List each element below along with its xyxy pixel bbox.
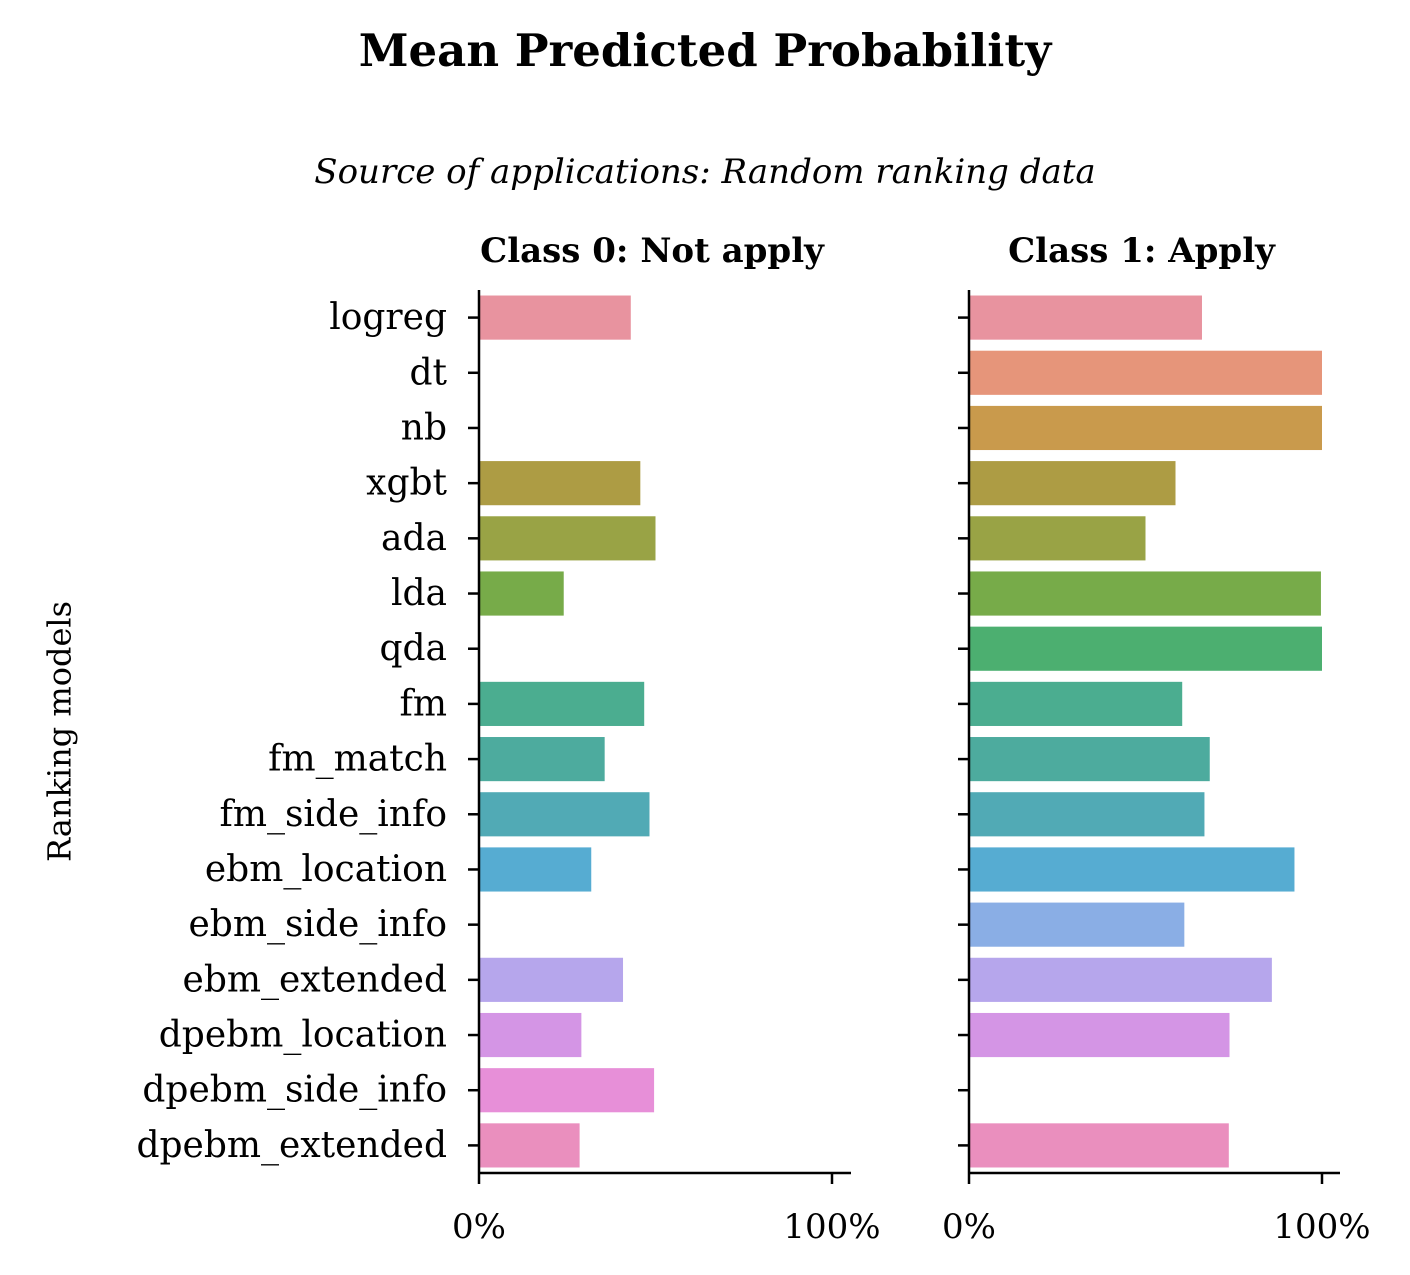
bar-fm-side-info	[479, 792, 650, 837]
x-tick-label-100: 100%	[1273, 1207, 1370, 1247]
category-label-fm-match: fm_match	[268, 739, 447, 780]
category-label-fm: fm	[400, 683, 447, 724]
chart-title: Mean Predicted Probability	[358, 24, 1052, 77]
panel-class-0: Class 0: Not apply 0% 100%	[452, 231, 881, 1247]
category-label-dpebm-side-info: dpebm_side_info	[142, 1070, 447, 1111]
bar-logreg	[479, 295, 631, 340]
bar-fm-match	[969, 737, 1210, 782]
bar-dpebm-location	[969, 1012, 1230, 1058]
bar-xgbt	[479, 461, 641, 506]
panel-class-1: Class 1: Apply 0% 100%	[942, 231, 1371, 1247]
category-label-xgbt: xgbt	[366, 463, 447, 504]
panel-title: Class 1: Apply	[1008, 231, 1276, 271]
bar-nb	[969, 405, 1322, 451]
bar-xgbt	[969, 461, 1176, 506]
bar-ebm-extended	[969, 957, 1272, 1002]
category-label-logreg: logreg	[329, 297, 447, 338]
bar-lda	[479, 571, 564, 616]
x-tick-label-0: 0%	[452, 1207, 506, 1247]
bar-fm-match	[479, 737, 605, 782]
bar-ebm-location	[969, 847, 1295, 892]
bar-fm	[969, 681, 1183, 726]
bar-fm	[479, 681, 645, 726]
category-label-ebm-location: ebm_location	[205, 849, 447, 890]
chart-subtitle: Source of applications: Random ranking d…	[314, 152, 1096, 192]
bar-dpebm-extended	[479, 1123, 580, 1168]
bar-qda	[969, 626, 1322, 671]
bar-dpebm-location	[479, 1012, 582, 1058]
x-tick-label-0: 0%	[942, 1207, 996, 1247]
category-label-ada: ada	[381, 518, 447, 559]
category-label-dpebm-location: dpebm_location	[159, 1015, 447, 1056]
bar-ada	[479, 516, 656, 561]
y-axis-label: Ranking models	[41, 601, 79, 862]
category-label-dpebm-extended: dpebm_extended	[136, 1125, 447, 1166]
bar-ebm-side-info	[969, 902, 1185, 947]
category-label-qda: qda	[379, 628, 447, 669]
bar-ada	[969, 516, 1146, 561]
bar-dt	[969, 350, 1322, 395]
bar-dpebm-side-info	[479, 1068, 655, 1113]
category-label-lda: lda	[391, 573, 447, 614]
bar-ebm-location	[479, 847, 592, 892]
bar-fm-side-info	[969, 792, 1205, 837]
category-label-ebm-side-info: ebm_side_info	[188, 904, 447, 945]
panel-title: Class 0: Not apply	[480, 231, 825, 271]
bar-lda	[969, 571, 1321, 616]
bar-dpebm-extended	[969, 1123, 1229, 1168]
bar-ebm-extended	[479, 957, 624, 1002]
category-label-nb: nb	[401, 407, 447, 448]
category-label-ebm-extended: ebm_extended	[183, 959, 447, 1000]
category-label-dt: dt	[409, 352, 447, 393]
category-label-fm-side-info: fm_side_info	[220, 794, 448, 835]
bar-logreg	[969, 295, 1202, 340]
x-tick-label-100: 100%	[783, 1207, 880, 1247]
